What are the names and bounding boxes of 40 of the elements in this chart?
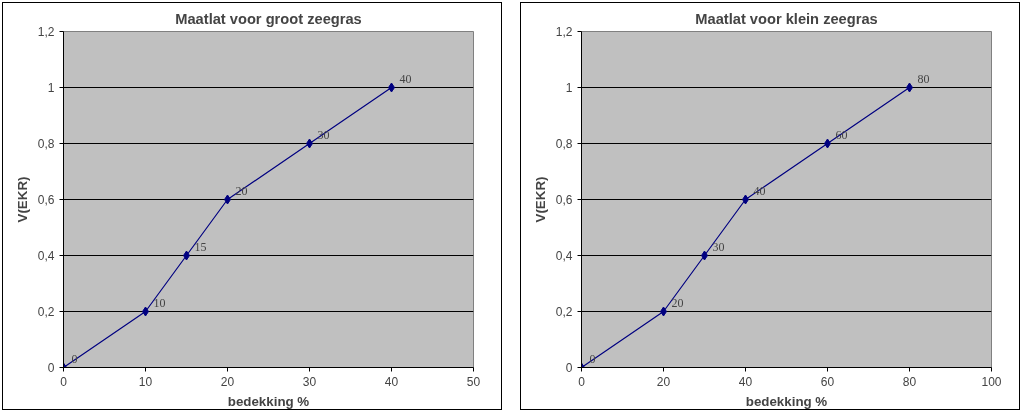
annotation: 0 [589, 351, 596, 366]
x-tick-label: 100 [981, 374, 1002, 389]
x-tick-label: 30 [302, 374, 317, 389]
x-tick-label: 20 [220, 374, 235, 389]
annotation: 80 [917, 71, 930, 86]
x-tick-label: 0 [578, 374, 586, 389]
annotation: 30 [712, 239, 725, 254]
y-tick-label: 0,4 [555, 249, 573, 263]
y-tick-label: 0,4 [37, 249, 55, 263]
annotation: 15 [194, 239, 207, 254]
y-tick-label: 1,2 [37, 25, 55, 39]
x-tick-label: 50 [466, 374, 481, 389]
annotation: 40 [399, 71, 412, 86]
y-tick-label: 0,6 [37, 193, 55, 207]
x-tick-label: 10 [138, 374, 153, 389]
y-axis-title: V(EKR) [532, 176, 548, 223]
y-tick-label: 0,2 [555, 305, 573, 319]
x-tick-label: 80 [902, 374, 917, 389]
annotation: 0 [71, 351, 78, 366]
chart-title: Maatlat voor klein zeegras [695, 10, 878, 27]
x-tick-label: 0 [60, 374, 68, 389]
y-tick-label: 1 [565, 81, 573, 95]
x-axis-title: bedekking % [227, 393, 310, 409]
y-tick-label: 1,2 [555, 25, 573, 39]
y-axis-title: V(EKR) [14, 176, 30, 223]
y-tick-label: 0,2 [37, 305, 55, 319]
y-tick-label: 0,8 [555, 137, 573, 151]
chart-title: Maatlat voor groot zeegras [175, 10, 362, 27]
annotation: 20 [671, 295, 684, 310]
y-tick-label: 0,6 [555, 193, 573, 207]
y-tick-label: 0,8 [37, 137, 55, 151]
y-tick-label: 0 [565, 361, 573, 375]
y-tick-label: 1 [47, 81, 55, 95]
x-axis-title: bedekking % [745, 393, 828, 409]
x-tick-label: 40 [384, 374, 399, 389]
x-tick-label: 40 [738, 374, 753, 389]
x-tick-label: 60 [820, 374, 835, 389]
x-tick-label: 20 [656, 374, 671, 389]
annotation: 10 [153, 295, 166, 310]
y-tick-label: 0 [47, 361, 55, 375]
